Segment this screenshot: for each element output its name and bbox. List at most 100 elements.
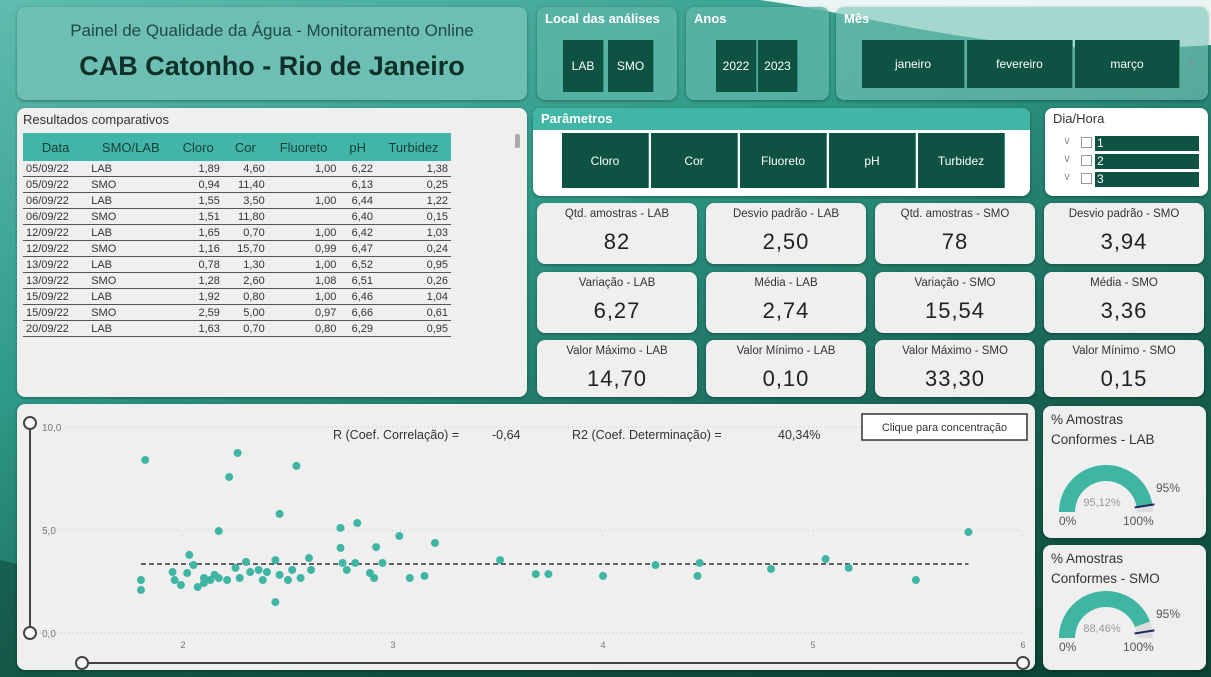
scatter-point[interactable] (185, 550, 194, 559)
gauge-max-label: 100% (1123, 640, 1154, 654)
checkbox[interactable] (1081, 137, 1092, 148)
table-cell (267, 176, 340, 193)
kpi-label: Valor Mínimo - LAB (736, 345, 836, 357)
scatter-point[interactable] (336, 523, 345, 532)
slicer-option[interactable]: março (1075, 40, 1180, 88)
checkbox[interactable] (1081, 155, 1092, 166)
slider-handle[interactable] (1016, 656, 1030, 670)
scatter-point[interactable] (911, 576, 920, 585)
slider-handle[interactable] (23, 626, 37, 640)
expand-icon[interactable]: ∨ (1063, 171, 1072, 183)
scatter-point[interactable] (531, 570, 540, 579)
scroll-arrow[interactable]: › (1188, 52, 1194, 72)
table-cell: 0,70 (222, 224, 268, 241)
scatter-point[interactable] (233, 448, 242, 457)
scatter-point[interactable] (242, 557, 250, 566)
scatter-point[interactable] (263, 568, 271, 577)
dia-hora-option[interactable]: 2 (1095, 154, 1199, 169)
scatter-point[interactable] (193, 583, 202, 592)
expand-icon[interactable]: ∨ (1063, 135, 1072, 147)
kpi-label: Média - SMO (1090, 277, 1158, 289)
scatter-point[interactable] (254, 565, 263, 574)
scatter-point[interactable] (275, 509, 284, 518)
table-cell: 5,00 (222, 304, 268, 321)
scatter-point[interactable] (336, 543, 345, 552)
parameter-option[interactable]: Fluoreto (740, 133, 827, 188)
kpi-value: 2,50 (762, 229, 810, 254)
slicer-option[interactable]: LAB (563, 40, 604, 92)
focus-button[interactable] (861, 413, 1028, 441)
scatter-point[interactable] (405, 573, 414, 582)
scatter-point[interactable] (351, 558, 360, 567)
scatter-point[interactable] (288, 565, 297, 574)
scatter-point[interactable] (767, 564, 775, 573)
expand-icon[interactable]: ∨ (1063, 153, 1072, 165)
slicer-option[interactable]: 2022 (716, 40, 757, 92)
scatter-point[interactable] (296, 573, 305, 582)
dia-hora-option[interactable]: 1 (1095, 136, 1199, 151)
dia-hora-option[interactable]: 3 (1095, 172, 1199, 187)
scatter-point[interactable] (284, 576, 292, 585)
scatter-point[interactable] (168, 568, 177, 577)
scatter-point[interactable] (189, 561, 198, 570)
table-cell: 06/09/22 (23, 192, 89, 209)
scatter-point[interactable] (271, 598, 280, 607)
scatter-point[interactable] (176, 581, 185, 590)
scatter-point[interactable] (137, 585, 145, 594)
scatter-point[interactable] (214, 527, 223, 536)
scatter-point[interactable] (420, 571, 429, 580)
scatter-point[interactable] (651, 561, 660, 570)
scatter-point[interactable] (964, 528, 973, 537)
scatter-point[interactable] (372, 543, 381, 552)
focus-button-label[interactable]: Clique para concentração (882, 422, 1007, 434)
scatter-point[interactable] (544, 570, 553, 579)
scatter-point[interactable] (170, 576, 179, 585)
table-row: 06/09/22 LAB 1,55 3,50 1,00 6,44 1,22 (23, 192, 451, 209)
scatter-point[interactable] (225, 473, 234, 482)
scatter-point[interactable] (395, 531, 404, 540)
scatter-point[interactable] (338, 558, 347, 567)
table-cell: 13/09/22 (23, 272, 89, 289)
scatter-point[interactable] (370, 573, 379, 582)
scatter-point[interactable] (844, 563, 853, 572)
scatter-point[interactable] (305, 554, 313, 563)
slicer-option[interactable]: janeiro (862, 40, 965, 88)
scatter-point[interactable] (496, 556, 505, 565)
scatter-point[interactable] (258, 576, 267, 585)
scatter-point[interactable] (821, 555, 830, 564)
slicer-option[interactable]: 2023 (758, 40, 798, 92)
scrollbar[interactable] (515, 134, 520, 148)
table-cell: 1,28 (173, 272, 223, 289)
scatter-point[interactable] (246, 568, 255, 577)
parameter-option[interactable]: Turbidez (918, 133, 1005, 188)
parameter-option[interactable]: Cloro (562, 133, 649, 188)
scatter-point[interactable] (235, 573, 244, 582)
scatter-point[interactable] (693, 571, 702, 580)
scatter-point[interactable] (307, 565, 316, 574)
parameter-option[interactable]: Cor (651, 133, 738, 188)
parameter-option[interactable]: pH (829, 133, 916, 188)
scatter-point[interactable] (223, 576, 232, 585)
scatter-point[interactable] (342, 565, 351, 574)
scatter-point[interactable] (214, 573, 223, 582)
scatter-point[interactable] (431, 538, 439, 547)
checkbox[interactable] (1081, 173, 1092, 184)
scatter-point[interactable] (200, 573, 208, 582)
slicer-option[interactable]: SMO (608, 40, 654, 92)
scatter-point[interactable] (599, 571, 607, 580)
scatter-point[interactable] (275, 570, 284, 579)
slicer-option[interactable]: fevereiro (967, 40, 1073, 88)
scatter-point[interactable] (378, 558, 387, 567)
slider-handle[interactable] (23, 416, 37, 430)
scatter-point[interactable] (137, 576, 145, 585)
slider-handle[interactable] (75, 656, 89, 670)
scatter-point[interactable] (353, 518, 362, 527)
scatter-point[interactable] (141, 455, 150, 464)
scatter-point[interactable] (292, 461, 301, 470)
scatter-point[interactable] (271, 556, 280, 565)
scatter-point[interactable] (231, 563, 240, 572)
scatter-point[interactable] (183, 569, 192, 578)
scatter-point[interactable] (695, 558, 704, 567)
table-cell: 05/09/22 (23, 161, 89, 177)
